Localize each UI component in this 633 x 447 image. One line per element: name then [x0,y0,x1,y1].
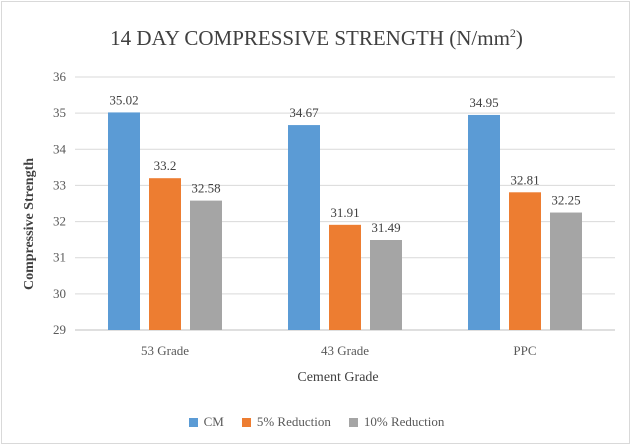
bar [190,200,222,330]
y-tick-label: 35 [53,105,66,120]
data-label: 34.95 [469,95,498,110]
data-label: 32.25 [551,193,580,208]
legend: CM 5% Reduction 10% Reduction [0,414,633,430]
y-axis-title: Compressive Strength [22,158,37,290]
legend-label: CM [203,414,224,429]
bars [108,112,582,330]
chart-title-main: 14 DAY COMPRESSIVE STRENGTH (N/mm [110,26,510,50]
legend-item: CM [188,414,224,430]
x-axis-title: Cement Grade [297,370,378,385]
y-tick-label: 31 [53,250,66,265]
chart-title-close: ) [515,26,523,50]
y-tick-label: 30 [53,286,66,301]
bar [509,192,541,330]
bar [288,125,320,330]
x-tick-label: PPC [513,343,536,358]
y-tick-label: 36 [53,69,67,84]
bar [468,114,500,330]
legend-label: 10% Reduction [363,414,445,429]
y-tick-label: 32 [53,214,66,229]
chart-title-superscript: 2 [509,26,516,40]
y-tick-label: 33 [53,177,66,192]
bar [149,178,181,330]
bar [108,112,140,330]
legend-label: 5% Reduction [256,414,331,429]
bar [370,240,402,330]
y-tick-label: 34 [53,141,67,156]
x-axis-ticks: 53 Grade 43 Grade PPC [141,343,537,358]
data-label: 35.02 [109,92,138,107]
legend-swatch [241,417,251,427]
data-labels: 35.02 33.2 32.58 34.67 31.91 31.49 34.95 32.81 3… [109,92,580,235]
bar [329,224,361,330]
data-label: 31.91 [330,205,359,220]
legend-swatch [348,417,358,427]
y-axis-ticks: 29 30 31 32 33 34 35 36 [53,69,67,337]
data-label: 32.58 [191,181,220,196]
chart-title: 14 DAY COMPRESSIVE STRENGTH (N/mm2) [0,26,633,51]
x-tick-label: 53 Grade [141,343,189,358]
x-tick-label: 43 Grade [321,343,369,358]
data-label: 31.49 [371,220,400,235]
data-label: 34.67 [289,105,319,120]
bar [550,212,582,330]
legend-item: 5% Reduction [241,414,331,430]
legend-swatch [188,417,198,427]
data-label: 32.81 [510,172,539,187]
y-tick-label: 29 [53,322,66,337]
legend-item: 10% Reduction [348,414,445,430]
data-label: 33.2 [154,158,177,173]
